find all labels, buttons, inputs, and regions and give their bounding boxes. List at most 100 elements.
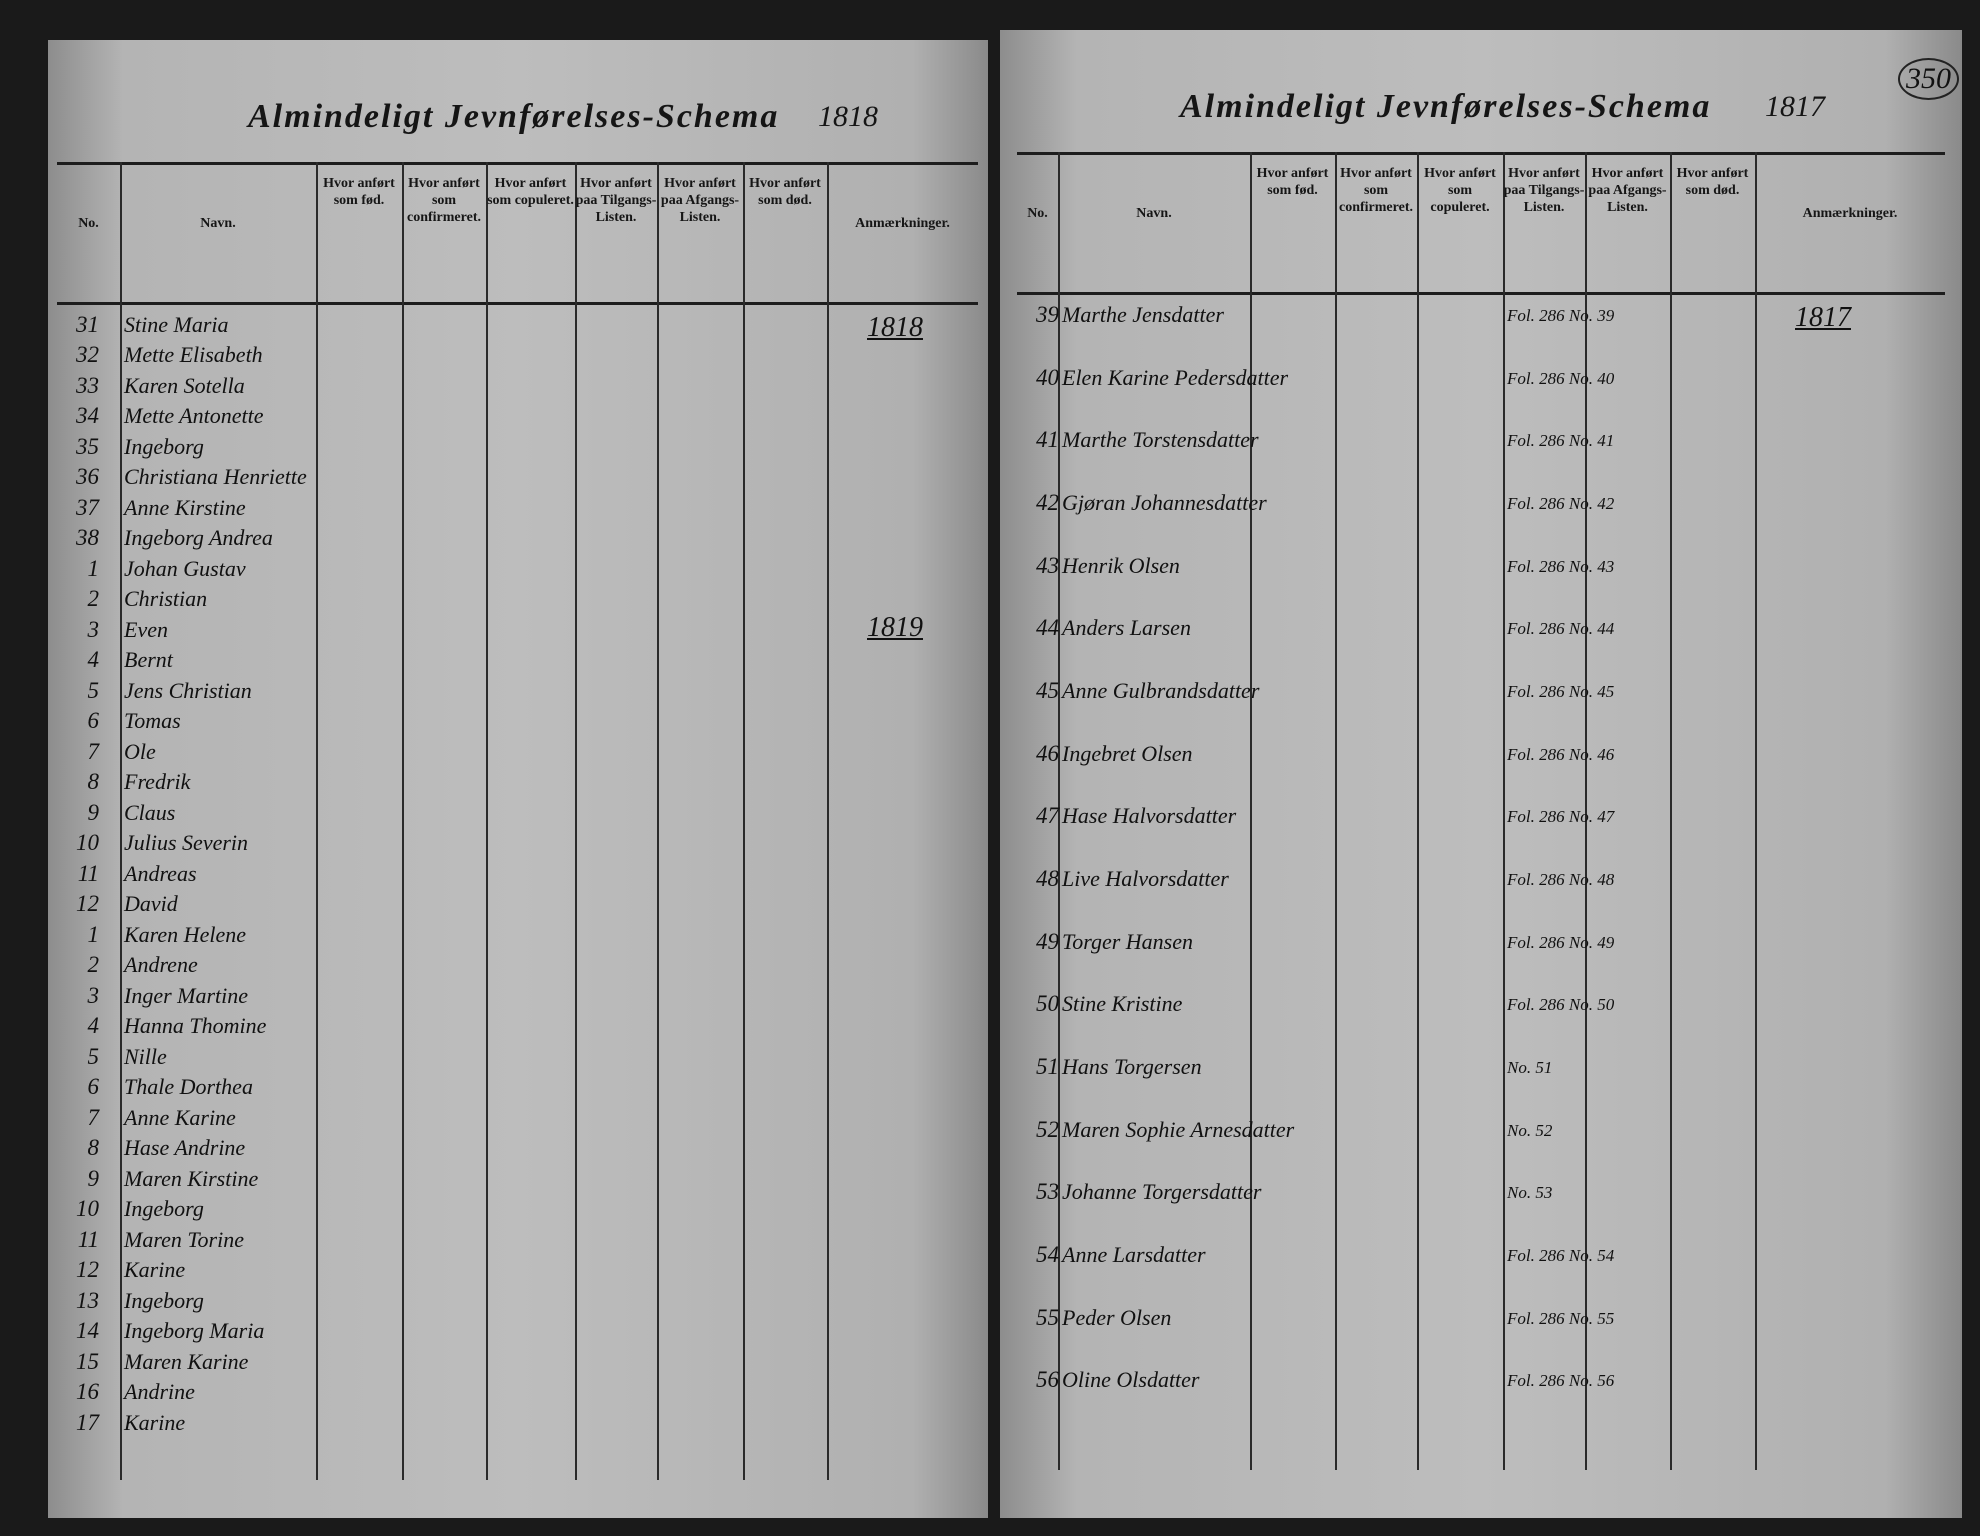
row-number: 35 <box>76 433 99 459</box>
row-name: Hase Halvorsdatter <box>1062 803 1237 829</box>
row-number: 39 <box>1036 302 1059 327</box>
column-rule <box>657 162 659 1480</box>
column-rule <box>1250 152 1252 1470</box>
column-header: Hvor anført som copuleret. <box>487 176 574 208</box>
row-number: 49 <box>1036 928 1059 954</box>
row-number: 6 <box>87 708 100 734</box>
row-name: Bernt <box>124 647 173 673</box>
row-number: 45 <box>1036 678 1059 703</box>
row-reference: No. 51 <box>1507 1058 1553 1077</box>
row-number: 10 <box>76 830 99 856</box>
row-reference: No. 52 <box>1507 1120 1553 1140</box>
column-header: Navn. <box>200 216 236 231</box>
row-name: David <box>124 891 178 917</box>
row-number: 31 <box>76 312 99 337</box>
row-number: 42 <box>1036 490 1059 515</box>
row-number: 37 <box>76 494 99 520</box>
row-name: Ingeborg <box>124 1196 204 1222</box>
row-name: Jens Christian <box>124 677 252 703</box>
row-number: 6 <box>87 1074 100 1100</box>
row-name: Ingeborg <box>124 433 204 459</box>
column-header: Hvor anført paa Afgangs-Listen. <box>660 176 740 225</box>
row-reference: Fol. 286 No. 56 <box>1507 1371 1615 1391</box>
row-number: 8 <box>87 1135 100 1161</box>
row-name: Karine <box>124 1257 186 1283</box>
row-name: Thale Dorthea <box>124 1074 253 1100</box>
page-year: 1818 <box>818 100 878 133</box>
row-reference: Fol. 286 No. 48 <box>1507 870 1615 889</box>
row-number: 9 <box>87 1165 100 1191</box>
row-number: 44 <box>1036 615 1059 641</box>
page-number: 350 <box>1898 58 1959 100</box>
column-header: Hvor anført paa Afgangs-Listen. <box>1588 166 1667 215</box>
column-rule <box>827 162 829 1480</box>
row-name: Johanne Torgersdatter <box>1062 1179 1262 1205</box>
row-number: 2 <box>87 952 100 978</box>
row-name: Christian <box>124 586 208 612</box>
left-page: Almindeligt Jevnførelses-Schema 1818 No. Na… <box>48 40 988 1518</box>
column-rule <box>316 162 318 1480</box>
row-number: 5 <box>87 677 100 703</box>
row-number: 16 <box>76 1379 99 1405</box>
row-number: 11 <box>77 860 99 886</box>
row-number: 47 <box>1036 803 1059 829</box>
row-number: 52 <box>1036 1116 1059 1142</box>
row-name: Nille <box>124 1043 167 1069</box>
row-name: Karine <box>124 1409 186 1435</box>
row-name: Andreas <box>124 860 197 886</box>
body-rule <box>57 302 978 305</box>
row-number: 1 <box>87 921 100 947</box>
row-name: Gjøran Johannesdatter <box>1062 490 1267 515</box>
row-number: 36 <box>76 464 99 490</box>
row-number: 14 <box>76 1318 99 1344</box>
column-header: Hvor anført som confirmeret. <box>407 176 481 225</box>
row-number: 43 <box>1036 552 1059 578</box>
row-reference: Fol. 286 No. 44 <box>1507 619 1615 639</box>
row-name: Christiana Henriette <box>124 464 307 490</box>
row-name: Even <box>124 616 168 642</box>
row-name: Anders Larsen <box>1062 615 1191 641</box>
row-name: Ingeborg Andrea <box>124 525 273 551</box>
row-number: 48 <box>1036 866 1059 891</box>
row-number: 55 <box>1036 1304 1059 1330</box>
row-number: 40 <box>1036 364 1059 390</box>
column-rule <box>1503 152 1505 1470</box>
row-name: Live Halvorsdatter <box>1062 866 1229 891</box>
row-name: Maren Torine <box>124 1226 244 1252</box>
row-number: 8 <box>87 769 100 795</box>
column-rule <box>1670 152 1672 1470</box>
row-name: Hans Torgersen <box>1062 1054 1202 1079</box>
row-reference: Fol. 286 No. 47 <box>1507 807 1615 827</box>
row-number: 38 <box>76 525 99 551</box>
row-reference: Fol. 286 No. 49 <box>1507 932 1615 952</box>
row-number: 10 <box>76 1196 99 1222</box>
row-number: 51 <box>1036 1054 1059 1079</box>
row-name: Claus <box>124 799 176 825</box>
row-name: Andrine <box>124 1379 195 1405</box>
column-header: Hvor anført paa Tilgangs-Listen. <box>1503 166 1585 215</box>
row-number: 1 <box>87 555 100 581</box>
row-number: 50 <box>1036 991 1059 1017</box>
row-name: Fredrik <box>124 769 191 795</box>
row-name: Peder Olsen <box>1062 1304 1172 1330</box>
row-name: Stine Kristine <box>1062 991 1183 1017</box>
column-header: Hvor anført som død. <box>1676 166 1749 198</box>
column-rule <box>486 162 488 1480</box>
row-name: Karen Sotella <box>124 372 245 398</box>
row-reference: Fol. 286 No. 43 <box>1507 556 1615 576</box>
row-name: Ingeborg Maria <box>124 1318 265 1344</box>
column-header: Anmærkninger. <box>1802 206 1898 221</box>
row-number: 12 <box>76 1257 99 1283</box>
header-rule <box>57 162 978 165</box>
row-reference: Fol. 286 No. 42 <box>1507 494 1615 513</box>
row-number: 11 <box>77 1226 99 1252</box>
row-number: 53 <box>1036 1179 1059 1205</box>
row-reference: No. 53 <box>1507 1183 1553 1203</box>
row-number: 3 <box>87 616 100 642</box>
column-rule <box>402 162 404 1480</box>
right-page: Almindeligt Jevnførelses-Schema 1817 350 No… <box>1000 30 1962 1518</box>
column-rule <box>1585 152 1587 1470</box>
column-header: Navn. <box>1136 206 1172 221</box>
column-header: Hvor anført som copuleret. <box>1424 166 1496 215</box>
column-rule <box>1058 152 1060 1470</box>
